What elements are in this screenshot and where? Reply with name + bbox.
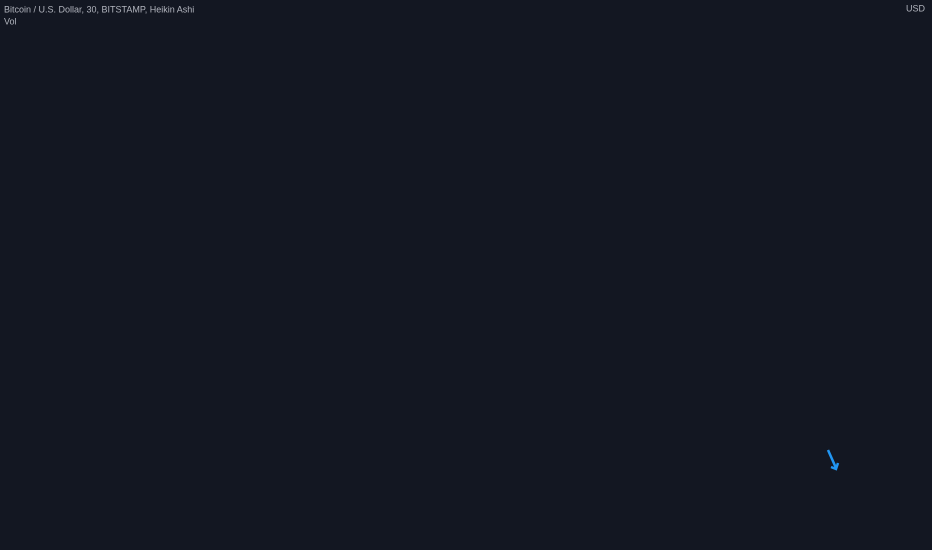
chart-title: Bitcoin / U.S. Dollar, 30, BITSTAMP, Hei… (4, 4, 194, 14)
currency: USD (906, 3, 926, 13)
arrow (826, 449, 840, 471)
volume-label: Vol (4, 16, 17, 26)
